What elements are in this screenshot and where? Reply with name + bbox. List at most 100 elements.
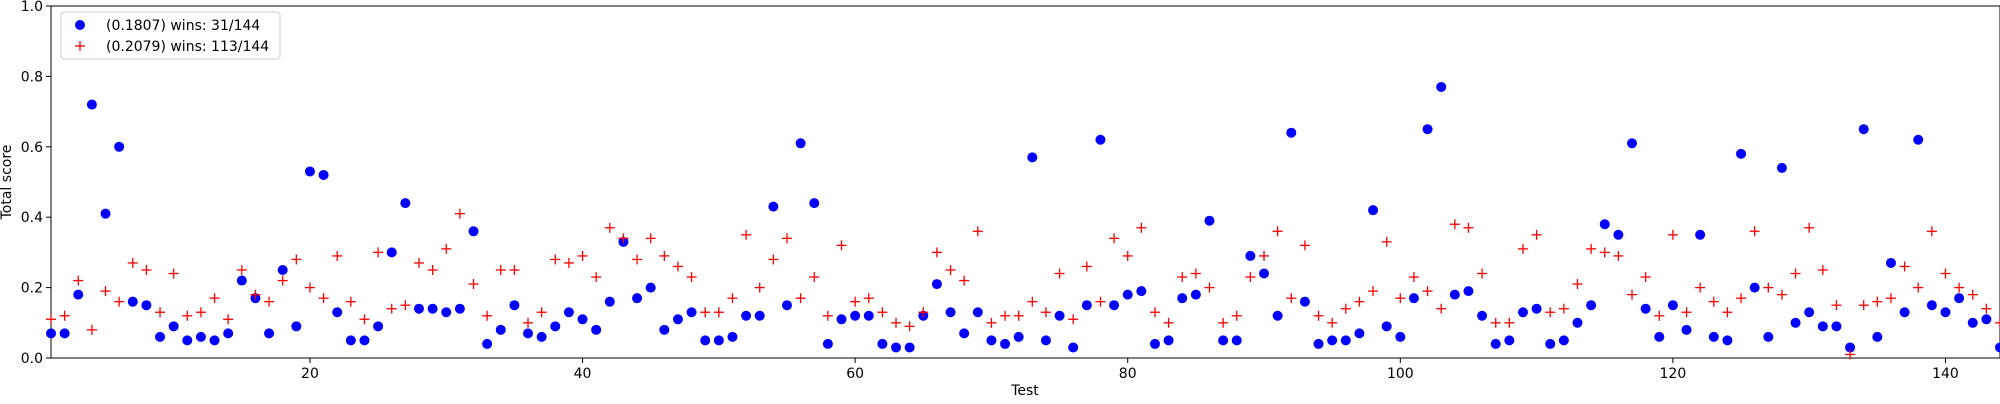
- point-series-1: [632, 293, 643, 304]
- point-series-1: [482, 338, 493, 349]
- point-series-1: [850, 310, 861, 321]
- point-series-2: [1967, 289, 1978, 300]
- point-series-2: [1177, 272, 1188, 283]
- point-series-2: [1708, 296, 1719, 307]
- point-series-1: [781, 300, 792, 311]
- point-series-2: [931, 247, 942, 258]
- point-series-1: [1122, 289, 1133, 300]
- point-series-2: [700, 307, 711, 318]
- point-series-1: [1013, 331, 1024, 342]
- point-series-2: [1736, 293, 1747, 304]
- point-series-2: [1845, 349, 1856, 360]
- point-series-2: [1981, 303, 1992, 314]
- point-series-2: [86, 324, 97, 335]
- point-series-1: [1627, 138, 1638, 149]
- point-series-2: [1204, 282, 1215, 293]
- point-series-1: [318, 169, 329, 180]
- point-series-1: [59, 328, 70, 339]
- point-series-1: [1845, 342, 1856, 353]
- point-series-1: [1136, 286, 1147, 297]
- point-series-1: [1790, 317, 1801, 328]
- point-series-2: [850, 296, 861, 307]
- point-series-2: [318, 293, 329, 304]
- point-series-2: [809, 272, 820, 283]
- point-series-1: [686, 307, 697, 318]
- point-series-1: [223, 328, 234, 339]
- point-series-2: [195, 307, 206, 318]
- point-series-2: [1504, 317, 1515, 328]
- point-series-1: [1558, 335, 1569, 346]
- x-tick-label: 80: [1119, 366, 1137, 382]
- point-series-1: [441, 307, 452, 318]
- point-series-2: [59, 310, 70, 321]
- point-series-2: [1013, 310, 1024, 321]
- point-series-2: [1572, 279, 1583, 290]
- point-series-1: [1054, 310, 1065, 321]
- point-series-1: [591, 324, 602, 335]
- point-series-2: [945, 265, 956, 275]
- point-series-1: [1109, 300, 1120, 311]
- point-series-1: [373, 321, 384, 332]
- point-series-2: [1122, 250, 1133, 261]
- point-series-1: [986, 335, 997, 346]
- point-series-1: [1313, 338, 1324, 349]
- point-series-1: [1040, 335, 1051, 346]
- point-series-2: [127, 257, 138, 268]
- point-series-2: [250, 289, 261, 300]
- point-series-1: [1395, 331, 1406, 342]
- point-series-1: [1531, 303, 1542, 314]
- point-series-2: [223, 314, 234, 325]
- point-series-1: [877, 338, 888, 349]
- point-series-1: [1286, 127, 1297, 138]
- point-series-2: [1763, 282, 1774, 293]
- point-series-2: [918, 307, 929, 318]
- point-series-2: [986, 317, 997, 328]
- point-series-1: [1149, 338, 1160, 349]
- point-series-1: [863, 310, 874, 321]
- point-series-2: [1109, 233, 1120, 244]
- legend: (0.1807) wins: 31/144 (0.2079) wins: 113…: [60, 11, 281, 60]
- point-series-2: [1776, 289, 1787, 300]
- point-series-2: [1327, 317, 1338, 328]
- point-series-2: [618, 233, 629, 244]
- point-series-1: [168, 321, 179, 332]
- point-series-1: [945, 307, 956, 318]
- point-series-2: [822, 310, 833, 321]
- point-series-2: [1381, 236, 1392, 247]
- point-series-1: [495, 324, 506, 335]
- point-series-1: [1749, 282, 1760, 293]
- point-series-1: [413, 303, 424, 314]
- point-series-1: [1858, 124, 1869, 135]
- point-series-2: [1940, 268, 1951, 279]
- point-series-1: [277, 265, 288, 275]
- point-series-1: [1872, 331, 1883, 342]
- point-series-2: [209, 293, 220, 304]
- point-series-1: [1081, 300, 1092, 311]
- point-series-1: [563, 307, 574, 318]
- point-series-1: [1259, 268, 1270, 279]
- point-series-2: [645, 233, 656, 244]
- point-series-1: [659, 324, 670, 335]
- point-series-1: [1231, 335, 1242, 346]
- point-series-2: [795, 293, 806, 304]
- point-series-2: [454, 208, 465, 219]
- point-series-2: [100, 286, 111, 297]
- point-series-1: [1736, 148, 1747, 159]
- point-series-1: [1436, 81, 1447, 92]
- point-series-1: [700, 335, 711, 346]
- point-series-2: [1926, 226, 1937, 237]
- point-series-2: [1190, 268, 1201, 279]
- point-series-2: [1995, 317, 2000, 328]
- point-series-1: [1885, 257, 1896, 268]
- point-series-1: [236, 275, 247, 286]
- point-series-1: [1776, 162, 1787, 173]
- point-series-2: [291, 254, 302, 265]
- point-series-1: [1667, 300, 1678, 311]
- point-series-2: [877, 307, 888, 318]
- point-series-1: [1477, 310, 1488, 321]
- point-series-2: [1722, 307, 1733, 318]
- y-tick-label: 0.0: [21, 351, 43, 367]
- point-series-2: [604, 222, 615, 233]
- point-series-2: [1272, 226, 1283, 237]
- point-series-2: [781, 233, 792, 244]
